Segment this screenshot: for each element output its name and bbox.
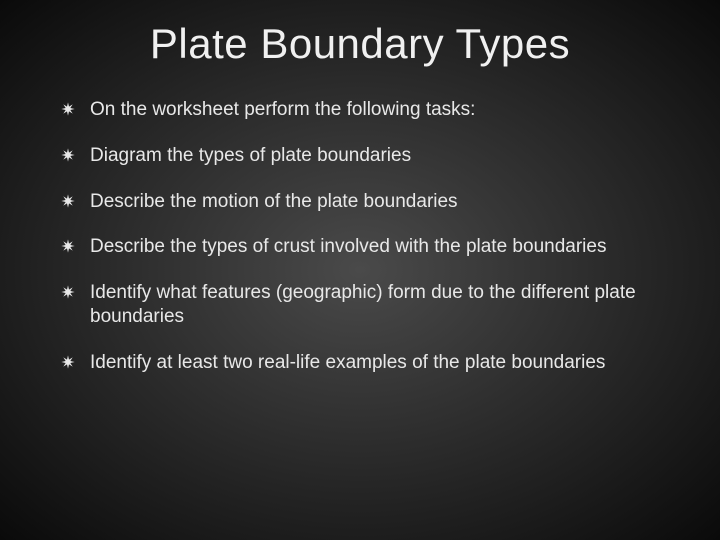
list-item: Describe the motion of the plate boundar… [60,190,670,214]
list-item: Describe the types of crust involved wit… [60,235,670,259]
bullet-text: Identify at least two real-life examples… [90,351,670,375]
bullet-text: Diagram the types of plate boundaries [90,144,670,168]
bullet-text: Describe the motion of the plate boundar… [90,190,670,214]
burst-icon [60,284,76,300]
slide-title: Plate Boundary Types [50,20,670,68]
list-item: Diagram the types of plate boundaries [60,144,670,168]
list-item: Identify what features (geographic) form… [60,281,670,329]
burst-icon [60,101,76,117]
bullet-text: Identify what features (geographic) form… [90,281,670,329]
bullet-list: On the worksheet perform the following t… [50,98,670,374]
burst-icon [60,193,76,209]
bullet-text: On the worksheet perform the following t… [90,98,670,122]
list-item: Identify at least two real-life examples… [60,351,670,375]
burst-icon [60,147,76,163]
burst-icon [60,238,76,254]
bullet-text: Describe the types of crust involved wit… [90,235,670,259]
burst-icon [60,354,76,370]
list-item: On the worksheet perform the following t… [60,98,670,122]
slide-container: Plate Boundary Types On the worksheet pe… [0,0,720,540]
